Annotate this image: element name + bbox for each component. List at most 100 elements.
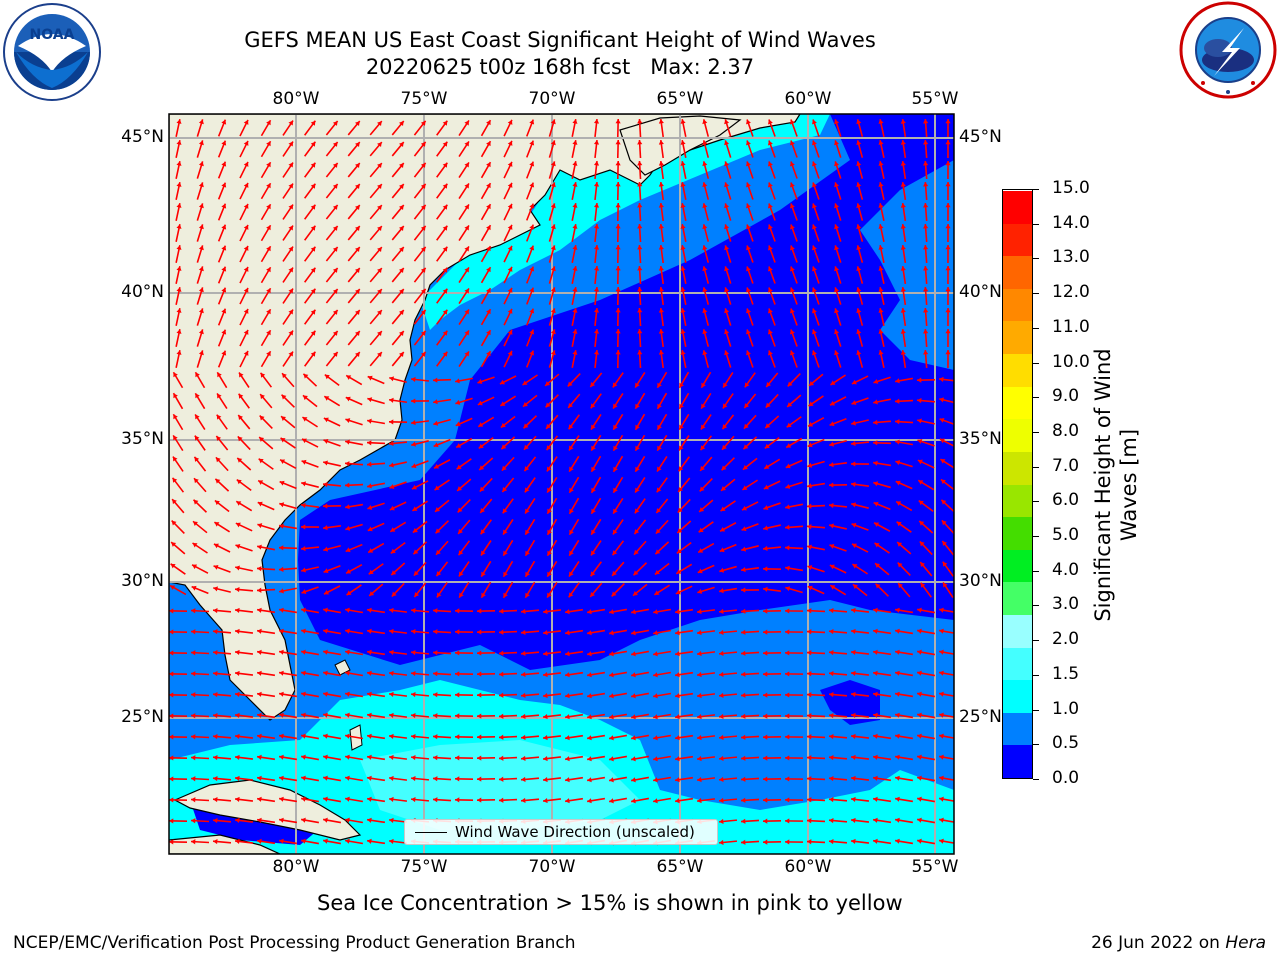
wave-direction-arrowhead — [355, 184, 360, 190]
wave-direction-arrowhead — [521, 797, 526, 803]
wave-direction-arrowhead — [587, 756, 592, 762]
wave-direction-arrowhead — [743, 444, 749, 450]
wave-direction-arrowhead — [194, 456, 200, 462]
wave-direction-arrowhead — [411, 398, 416, 404]
wave-direction-arrowhead — [939, 691, 944, 697]
wave-direction-arrowhead — [702, 224, 708, 230]
wave-direction-arrowhead — [367, 607, 372, 613]
wave-direction-arrowhead — [767, 329, 773, 335]
wave-direction-arrowhead — [279, 670, 284, 676]
footer-left: NCEP/EMC/Verification Post Processing Pr… — [13, 933, 576, 953]
wave-direction-arrowhead — [637, 224, 643, 229]
wave-direction-arrowhead — [611, 591, 617, 597]
wave-direction-arrowhead — [851, 733, 856, 739]
wave-direction-arrowhead — [332, 288, 338, 294]
wave-direction-arrowhead — [702, 329, 708, 335]
wave-direction-arrowhead — [345, 525, 351, 531]
wave-direction-arrowhead — [310, 162, 316, 168]
wave-direction-arrowhead — [675, 589, 681, 595]
wave-direction-arrowhead — [173, 414, 178, 420]
noaa-logo-text: NOAA — [30, 27, 75, 43]
wave-direction-arrowhead — [499, 713, 504, 719]
wave-direction-arrowhead — [942, 561, 948, 567]
wave-direction-arrowhead — [851, 775, 856, 781]
wave-direction-arrowhead — [486, 162, 491, 168]
wave-direction-arrowhead — [543, 777, 548, 783]
wave-direction-arrowhead — [785, 713, 790, 719]
wave-direction-arrowhead — [279, 523, 284, 529]
ocean-band-0.5-1-east — [860, 160, 954, 370]
wave-direction-arrowhead — [169, 755, 174, 761]
wave-direction-arrowhead — [221, 245, 227, 251]
wave-direction-arrowhead — [543, 651, 548, 657]
wave-direction-arrowhead — [829, 502, 834, 509]
wave-direction-arrowhead — [746, 287, 751, 293]
wave-direction-arrowhead — [390, 527, 396, 532]
wave-direction-arrowhead — [301, 481, 307, 487]
wave-direction-arrowhead — [741, 526, 747, 532]
wave-direction-arrowhead — [486, 183, 491, 189]
wave-direction-arrowhead — [235, 712, 240, 718]
wave-direction-arrowhead — [807, 483, 812, 489]
wave-direction-arrowhead — [834, 203, 840, 209]
wave-direction-arrowhead — [851, 649, 856, 655]
wave-direction-arrowhead — [593, 245, 600, 250]
wave-direction-arrowhead — [543, 714, 548, 720]
wave-direction-arrowhead — [789, 266, 795, 272]
wave-direction-arrowhead — [856, 224, 862, 230]
wave-direction-arrowhead — [829, 629, 834, 635]
wave-direction-arrowhead — [355, 226, 360, 232]
wave-direction-arrowhead — [697, 609, 702, 615]
wave-direction-arrowhead — [458, 528, 463, 534]
wave-direction-arrowhead — [192, 542, 198, 548]
wave-direction-arrowhead — [442, 183, 448, 189]
wave-direction-arrowhead — [525, 550, 530, 556]
wave-direction-arrowhead — [679, 424, 684, 430]
wave-direction-arrowhead — [411, 376, 416, 383]
wave-direction-arrowhead — [834, 140, 840, 146]
wave-direction-arrowhead — [310, 225, 316, 231]
wave-direction-arrowhead — [612, 529, 618, 535]
colorbar-tick-label: 10.0 — [1052, 351, 1090, 372]
lon-label-bottom: 60°W — [784, 857, 832, 877]
wave-direction-arrowhead — [590, 591, 595, 597]
wave-direction-arrowhead — [873, 838, 878, 844]
wave-direction-arrowhead — [550, 329, 556, 335]
wave-direction-arrowhead — [807, 692, 812, 698]
wave-direction-arrowhead — [680, 182, 686, 187]
colorbar-segment — [1003, 223, 1032, 257]
wave-direction-arrowhead — [345, 691, 350, 697]
colorbar-segment — [1003, 386, 1032, 420]
wave-direction-arrowhead — [442, 267, 448, 273]
wave-direction-arrowhead — [477, 713, 482, 719]
wave-direction-arrowhead — [658, 245, 664, 250]
wave-direction-arrowhead — [658, 308, 664, 313]
wave-direction-arrowhead — [301, 459, 307, 465]
wave-direction-arrowhead — [529, 350, 535, 356]
wave-direction-arrowhead — [900, 161, 906, 166]
wave-direction-arrowhead — [895, 398, 900, 404]
wave-direction-arrowhead — [676, 548, 682, 554]
wave-direction-arrowhead — [613, 487, 618, 493]
wave-direction-arrowhead — [763, 692, 768, 698]
wave-direction-arrowhead — [176, 140, 182, 145]
wave-direction-arrowhead — [266, 351, 271, 357]
colorbar-tick-label: 1.5 — [1052, 663, 1080, 684]
wave-direction-arrowhead — [900, 287, 906, 292]
wave-direction-arrowhead — [464, 246, 469, 252]
colorbar-segment — [1003, 255, 1032, 289]
wave-direction-arrowhead — [874, 522, 880, 528]
wave-direction-arrowhead — [719, 755, 724, 762]
wave-direction-arrowhead — [257, 733, 262, 739]
wave-direction-arrowhead — [486, 120, 491, 126]
wave-direction-arrowhead — [856, 329, 862, 335]
wave-direction-arrowhead — [851, 712, 856, 718]
wave-direction-arrowhead — [829, 734, 834, 740]
wave-direction-arrowhead — [481, 571, 486, 577]
wave-direction-arrowhead — [323, 775, 328, 781]
wave-direction-arrowhead — [486, 267, 491, 273]
wave-direction-arrowhead — [572, 161, 578, 166]
wave-direction-arrowhead — [367, 733, 372, 739]
wave-direction-arrowhead — [724, 161, 730, 167]
wave-direction-arrowhead — [346, 590, 352, 596]
